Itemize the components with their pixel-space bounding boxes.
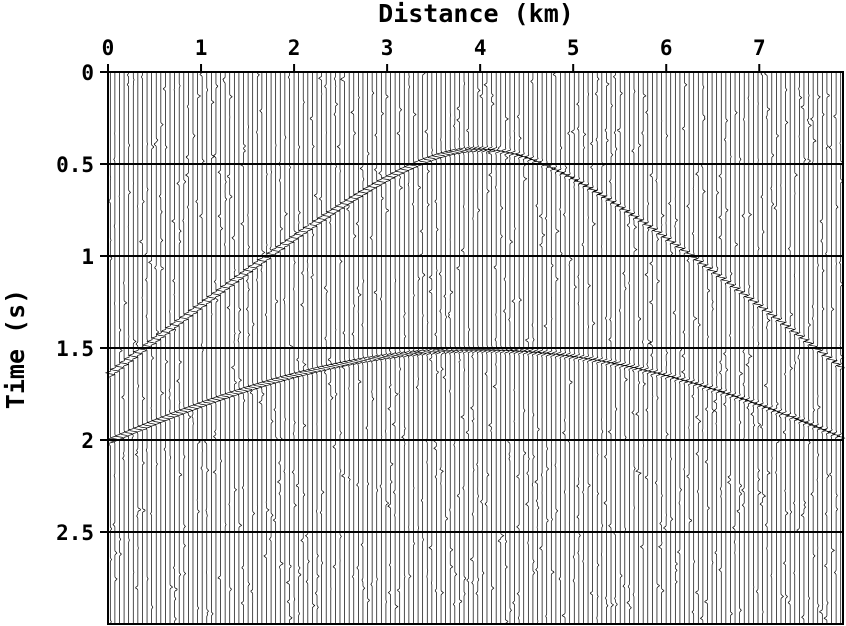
time-gridlines xyxy=(108,163,843,533)
y-tick-label: 0.5 xyxy=(56,153,94,177)
x-tick-label: 7 xyxy=(753,36,766,60)
x-tick-label: 0 xyxy=(102,36,115,60)
plot-frame xyxy=(107,71,844,625)
x-axis-ticks: 0 1 2 3 4 5 6 7 xyxy=(102,36,766,72)
x-tick-label: 3 xyxy=(381,36,394,60)
x-tick-label: 2 xyxy=(288,36,301,60)
y-tick-label: 2 xyxy=(81,429,94,453)
x-tick-label: 4 xyxy=(474,36,487,60)
y-tick-label: 0 xyxy=(81,61,94,85)
y-axis-title: Time (s) xyxy=(1,289,30,409)
y-tick-label: 1.5 xyxy=(56,337,94,361)
y-axis-ticks: 0 0.5 1 1.5 2 2.5 xyxy=(56,61,108,545)
y-tick-label: 1 xyxy=(81,245,94,269)
x-tick-label: 5 xyxy=(567,36,580,60)
x-axis-title: Distance (km) xyxy=(378,0,574,28)
y-tick-label: 2.5 xyxy=(56,521,94,545)
x-tick-label: 1 xyxy=(195,36,208,60)
x-tick-label: 6 xyxy=(660,36,673,60)
